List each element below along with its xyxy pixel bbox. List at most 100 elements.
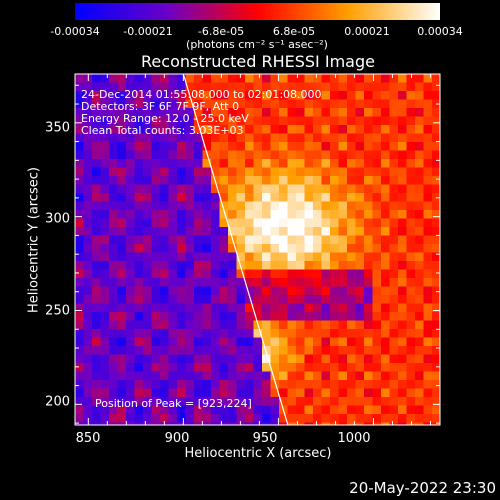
heatmap-cell — [75, 405, 84, 415]
heatmap-cell — [355, 312, 365, 321]
heatmap-cell — [143, 133, 152, 143]
heatmap-cell — [228, 218, 237, 228]
heatmap-cell — [211, 201, 220, 211]
heatmap-cell — [321, 201, 331, 211]
heatmap-cell — [389, 82, 399, 92]
heatmap-cell — [168, 303, 178, 313]
heatmap-cell — [296, 388, 305, 398]
heatmap-cell — [185, 329, 195, 338]
heatmap-cell — [270, 371, 280, 381]
heatmap-cell — [92, 269, 101, 279]
heatmap-cell — [160, 167, 169, 177]
heatmap-cell — [194, 227, 203, 236]
heatmap-cell — [126, 82, 135, 92]
heatmap-cell — [202, 125, 212, 134]
heatmap-cell — [262, 397, 271, 406]
heatmap-cell — [262, 91, 271, 100]
heatmap-cell — [202, 184, 212, 194]
heatmap-cell — [253, 303, 263, 313]
heatmap-cell — [100, 150, 110, 160]
heatmap-cell — [338, 303, 348, 313]
heatmap-cell — [211, 150, 220, 160]
heatmap-cell — [92, 125, 101, 134]
heatmap-cell — [313, 235, 322, 245]
heatmap-cell — [245, 354, 254, 364]
heatmap-cell — [287, 354, 297, 364]
heatmap-cell — [100, 329, 110, 338]
heatmap-cell — [372, 91, 382, 100]
heatmap-cell — [389, 176, 399, 185]
heatmap-cell — [313, 380, 322, 389]
heatmap-cell — [83, 295, 93, 304]
heatmap-cell — [83, 346, 93, 355]
heatmap-cell — [75, 397, 84, 406]
heatmap-cell — [151, 269, 161, 279]
heatmap-cell — [364, 227, 373, 236]
heatmap-cell — [202, 303, 212, 313]
heatmap-cell — [75, 320, 84, 330]
heatmap-cell — [296, 210, 305, 219]
heatmap-cell — [253, 405, 263, 415]
heatmap-cell — [126, 133, 135, 143]
heatmap-cell — [389, 388, 399, 398]
heatmap-cell — [296, 218, 305, 228]
heatmap-cell — [287, 278, 297, 287]
heatmap-cell — [406, 363, 416, 372]
heatmap-cell — [389, 125, 399, 134]
heatmap-cell — [211, 371, 220, 381]
heatmap-cell — [432, 320, 441, 330]
heatmap-cell — [143, 108, 152, 117]
heatmap-cell — [75, 354, 84, 364]
heatmap-cell — [202, 397, 212, 406]
heatmap-cell — [100, 303, 110, 313]
heatmap-cell — [432, 210, 441, 219]
heatmap-cell — [185, 235, 195, 245]
heatmap-cell — [287, 184, 297, 194]
heatmap-cell — [117, 269, 127, 279]
heatmap-cell — [423, 159, 433, 168]
heatmap-cell — [151, 167, 161, 177]
heatmap-cell — [432, 116, 441, 126]
heatmap-cell — [364, 218, 373, 228]
heatmap-cell — [287, 346, 297, 355]
heatmap-cell — [92, 303, 101, 313]
heatmap-cell — [347, 244, 356, 253]
heatmap-cell — [219, 320, 229, 330]
heatmap-cell — [185, 303, 195, 313]
heatmap-cell — [211, 159, 220, 168]
heatmap-cell — [313, 252, 322, 262]
heatmap-cell — [211, 346, 220, 355]
heatmap-cell — [219, 176, 229, 185]
heatmap-cell — [313, 354, 322, 364]
heatmap-cell — [287, 312, 297, 321]
heatmap-cell — [151, 405, 161, 415]
heatmap-cell — [211, 363, 220, 372]
heatmap-cell — [270, 125, 280, 134]
heatmap-cell — [381, 125, 390, 134]
heatmap-cell — [185, 380, 195, 389]
heatmap-cell — [355, 150, 365, 160]
heatmap-cell — [117, 142, 127, 151]
heatmap-cell — [117, 176, 127, 185]
heatmap-cell — [296, 346, 305, 355]
heatmap-cell — [253, 159, 263, 168]
heatmap-cell — [338, 337, 348, 347]
heatmap-cell — [279, 133, 288, 143]
heatmap-cell — [83, 244, 93, 253]
heatmap-cell — [287, 405, 297, 415]
heatmap-cell — [304, 167, 314, 177]
heatmap-cell — [313, 414, 322, 423]
heatmap-cell — [117, 422, 127, 426]
heatmap-cell — [253, 227, 263, 236]
heatmap-cell — [160, 346, 169, 355]
heatmap-cell — [100, 295, 110, 304]
heatmap-cell — [372, 278, 382, 287]
heatmap-cell — [109, 201, 118, 211]
heatmap-cell — [134, 337, 144, 347]
heatmap-cell — [406, 337, 416, 347]
colorbar-tick: -6.8e-05 — [197, 25, 245, 38]
heatmap-cell — [185, 405, 195, 415]
heatmap-cell — [338, 252, 348, 262]
heatmap-cell — [372, 286, 382, 296]
heatmap-cell — [92, 320, 101, 330]
